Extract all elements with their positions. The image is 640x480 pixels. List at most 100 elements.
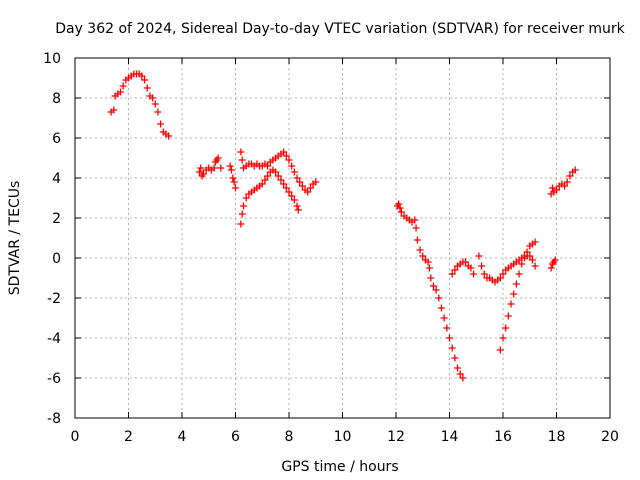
data-point (237, 148, 245, 156)
data-point (312, 178, 320, 186)
data-point (523, 248, 531, 256)
data-point (285, 188, 293, 196)
data-point (435, 294, 443, 302)
data-point (237, 220, 245, 228)
data-point (504, 312, 512, 320)
data-point (274, 172, 282, 180)
data-point (116, 88, 124, 96)
x-tick-label: 8 (285, 429, 294, 445)
data-point (496, 346, 504, 354)
data-point (440, 314, 448, 322)
data-point (502, 324, 510, 332)
data-point (272, 168, 280, 176)
y-tick-label: 4 (52, 171, 61, 187)
data-point (214, 154, 222, 162)
data-point (282, 152, 290, 160)
data-point (141, 76, 149, 84)
data-point (298, 182, 306, 190)
data-point (443, 324, 451, 332)
data-point (290, 196, 298, 204)
x-tick-label: 18 (548, 429, 566, 445)
data-point (478, 262, 486, 270)
data-point (226, 162, 234, 170)
data-point (242, 194, 250, 202)
data-point (227, 166, 235, 174)
x-tick-label: 2 (124, 429, 133, 445)
y-tick-label: -6 (47, 371, 61, 387)
data-point (238, 156, 246, 164)
data-point (261, 176, 269, 184)
x-axis-tick-labels: 0 2 4 6 8 10 12 14 16 18 20 (71, 429, 619, 445)
data-point (280, 148, 288, 156)
data-point (229, 174, 237, 182)
data-point (518, 260, 526, 268)
x-tick-label: 10 (334, 429, 352, 445)
data-point (288, 162, 296, 170)
data-point (285, 156, 293, 164)
data-point (304, 188, 312, 196)
x-tick-label: 0 (71, 429, 80, 445)
x-tick-label: 16 (494, 429, 512, 445)
data-point (151, 100, 159, 108)
x-tick-label: 20 (601, 429, 619, 445)
data-point (165, 132, 173, 140)
data-point (306, 184, 314, 192)
data-point (459, 374, 467, 382)
data-point (496, 274, 504, 282)
data-point (512, 280, 520, 288)
data-point (548, 184, 556, 192)
data-point (551, 256, 559, 264)
y-tick-label: 6 (52, 131, 61, 147)
y-axis-tick-labels: -8 -6 -4 -2 0 2 4 6 8 10 (43, 51, 61, 427)
data-point (396, 204, 404, 212)
x-tick-label: 4 (178, 429, 187, 445)
data-point (264, 172, 272, 180)
y-tick-label: -8 (47, 411, 61, 427)
data-point (499, 334, 507, 342)
data-point (416, 246, 424, 254)
y-axis-label: SDTVAR / TECUs (7, 181, 23, 296)
data-point (462, 258, 470, 266)
data-point (240, 202, 248, 210)
data-point (199, 170, 207, 178)
x-tick-label: 12 (387, 429, 405, 445)
data-point (413, 236, 421, 244)
x-tick-label: 6 (231, 429, 240, 445)
data-point (232, 184, 239, 192)
data-point (561, 182, 569, 190)
data-point (411, 216, 419, 224)
y-tick-label: 0 (52, 251, 61, 267)
data-point (515, 270, 523, 278)
data-point (258, 180, 266, 188)
y-tick-label: -2 (47, 291, 61, 307)
data-point (294, 206, 302, 214)
data-point (510, 290, 518, 298)
data-point (280, 180, 288, 188)
data-point (138, 72, 146, 80)
data-point (448, 344, 456, 352)
data-point (547, 264, 555, 272)
data-point (520, 252, 528, 260)
data-point (264, 162, 272, 170)
data-point (296, 178, 304, 186)
data-point (282, 184, 290, 192)
data-point (475, 252, 483, 260)
data-point (454, 364, 462, 372)
data-point (395, 200, 403, 208)
data-point (149, 94, 157, 102)
chart-title: Day 362 of 2024, Sidereal Day-to-day VTE… (55, 21, 625, 37)
data-point (437, 304, 445, 312)
data-point (288, 192, 296, 200)
data-point (571, 166, 579, 174)
data-point (566, 172, 574, 180)
data-point (119, 82, 127, 90)
data-point (110, 106, 118, 114)
data-point (553, 186, 560, 194)
data-point (195, 168, 203, 176)
data-point (197, 164, 205, 172)
data-point (467, 264, 475, 272)
data-point (238, 210, 246, 218)
y-tick-label: 8 (52, 91, 61, 107)
data-point (210, 164, 218, 172)
